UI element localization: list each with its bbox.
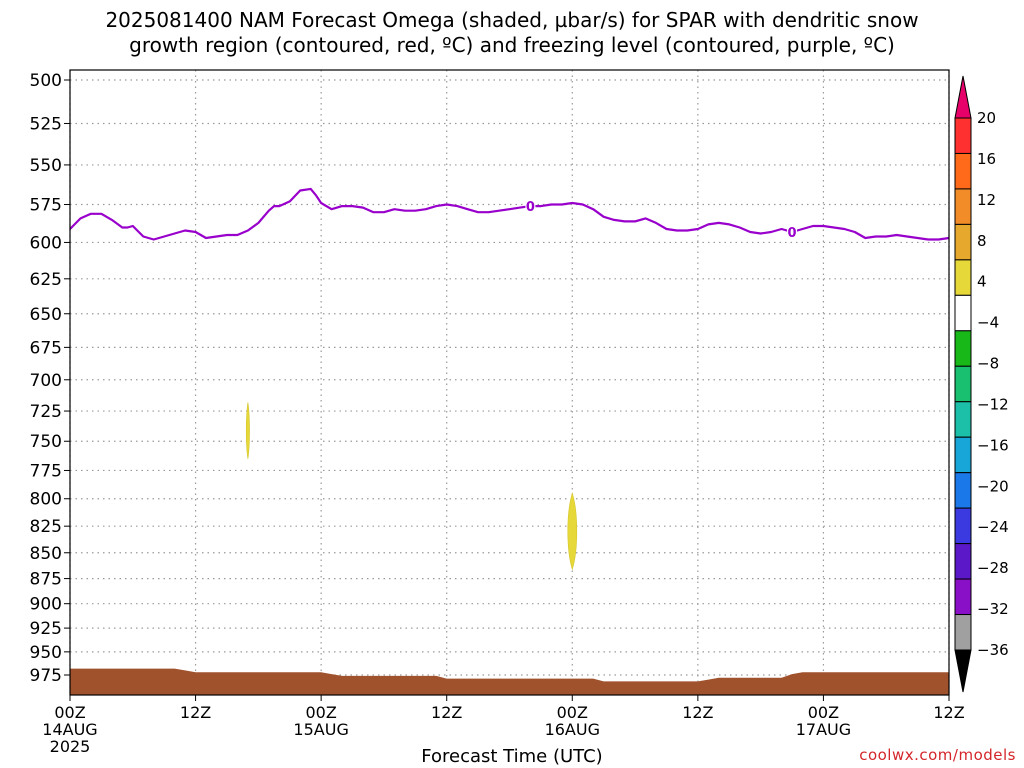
colorbar-box-1	[954, 152, 972, 190]
colorbar-box-6	[954, 330, 972, 367]
colorbar-label-9: −20	[977, 477, 1009, 495]
y-tick-label-800: 800	[30, 490, 62, 510]
y-tick-label-500: 500	[30, 71, 62, 91]
colorbar-box-0	[954, 117, 972, 154]
x-tick-year-0: 2025	[50, 737, 91, 756]
omega-area-0	[245, 402, 250, 459]
x-tick-label-3: 12Z	[431, 703, 462, 722]
y-tick-label-650: 650	[30, 305, 62, 325]
y-tick-label-850: 850	[30, 544, 62, 564]
freezing-label-bg-0	[525, 198, 536, 215]
plot-frame	[69, 69, 950, 696]
freezing-label-bg-1	[787, 223, 798, 240]
chart-title: 2025081400 NAM Forecast Omega (shaded, µ…	[105, 8, 919, 57]
x-axis-title: Forecast Time (UTC)	[421, 746, 603, 767]
x-tick-label-5: 12Z	[682, 703, 713, 722]
omega-layer	[245, 402, 578, 571]
y-tick-label-600: 600	[30, 233, 62, 253]
y-tick-label-675: 675	[30, 338, 62, 358]
x-tick-date-4: 16AUG	[545, 720, 600, 739]
y-tick-label-975: 975	[30, 666, 62, 686]
colorbar-label-6: −8	[977, 355, 999, 373]
x-tick-label-6: 00Z	[808, 703, 839, 722]
omega-area-1	[567, 492, 578, 571]
colorbar-label-12: −32	[977, 600, 1009, 618]
terrain-fill	[70, 668, 949, 695]
y-tick-label-625: 625	[30, 270, 62, 290]
colorbar-box-4	[954, 259, 972, 296]
freezing-level-label-1: 0	[788, 226, 797, 241]
y-tick-label-575: 575	[30, 196, 62, 216]
colorbar-label-4: 4	[977, 273, 987, 291]
colorbar-label-3: 8	[977, 232, 987, 250]
colorbar-box-9	[954, 436, 972, 474]
colorbar-box-3	[954, 223, 972, 261]
y-tick-label-950: 950	[30, 643, 62, 663]
colorbar-box-14	[954, 614, 972, 651]
colorbar-bottom-arrow	[954, 649, 972, 693]
y-tick-label-550: 550	[30, 156, 62, 176]
x-tick-date-6: 17AUG	[796, 720, 851, 739]
y-tick-label-700: 700	[30, 371, 62, 391]
colorbar-label-5: −4	[977, 314, 999, 332]
x-tick-date-2: 15AUG	[293, 720, 348, 739]
freezing-level-line	[69, 187, 950, 241]
colorbar-label-11: −28	[977, 559, 1009, 577]
colorbar-box-5	[954, 294, 972, 332]
x-tick-label-1: 12Z	[180, 703, 211, 722]
y-axis: 500 525 550 575 600 625 650 675 700 725 750 775 800 8…	[30, 71, 70, 686]
colorbar-top-arrow	[954, 75, 972, 119]
x-tick-label-0: 00Z	[54, 703, 85, 722]
colorbar-box-2	[954, 188, 972, 225]
colorbar-box-12	[954, 543, 972, 580]
terrain-layer	[70, 668, 949, 695]
colorbar-label-2: 12	[977, 191, 996, 209]
x-tick-date-0: 14AUG	[42, 720, 97, 739]
colorbar-box-8	[954, 401, 972, 438]
freezing-level-layer: 00	[69, 187, 950, 241]
x-tick-label-7: 12Z	[933, 703, 964, 722]
colorbar-label-13: −36	[977, 641, 1009, 659]
colorbar-box-11	[954, 507, 972, 545]
y-tick-label-825: 825	[30, 517, 62, 537]
colorbar-label-7: −12	[977, 395, 1009, 413]
colorbar-label-1: 16	[977, 150, 996, 168]
colorbar-box-13	[954, 578, 972, 616]
y-tick-label-900: 900	[30, 595, 62, 615]
y-tick-label-775: 775	[30, 461, 62, 481]
colorbar-label-0: 20	[977, 109, 996, 127]
colorbar-box-10	[954, 472, 972, 509]
credit-text: coolwx.com/models	[859, 746, 1016, 764]
x-tick-label-4: 00Z	[557, 703, 588, 722]
colorbar-label-8: −16	[977, 436, 1009, 454]
x-tick-label-2: 00Z	[305, 703, 336, 722]
y-tick-label-925: 925	[30, 619, 62, 639]
grid-lines	[69, 70, 950, 695]
y-tick-label-525: 525	[30, 114, 62, 134]
colorbar: 20 16 12 8 4 −4 −8 −12 −16 −20 −24 −28 −32 −36	[954, 75, 1009, 693]
colorbar-label-10: −24	[977, 518, 1009, 536]
freezing-level-label-0: 0	[526, 200, 535, 215]
y-tick-label-725: 725	[30, 402, 62, 422]
y-tick-label-750: 750	[30, 432, 62, 452]
y-tick-label-875: 875	[30, 570, 62, 590]
colorbar-box-7	[954, 365, 972, 403]
